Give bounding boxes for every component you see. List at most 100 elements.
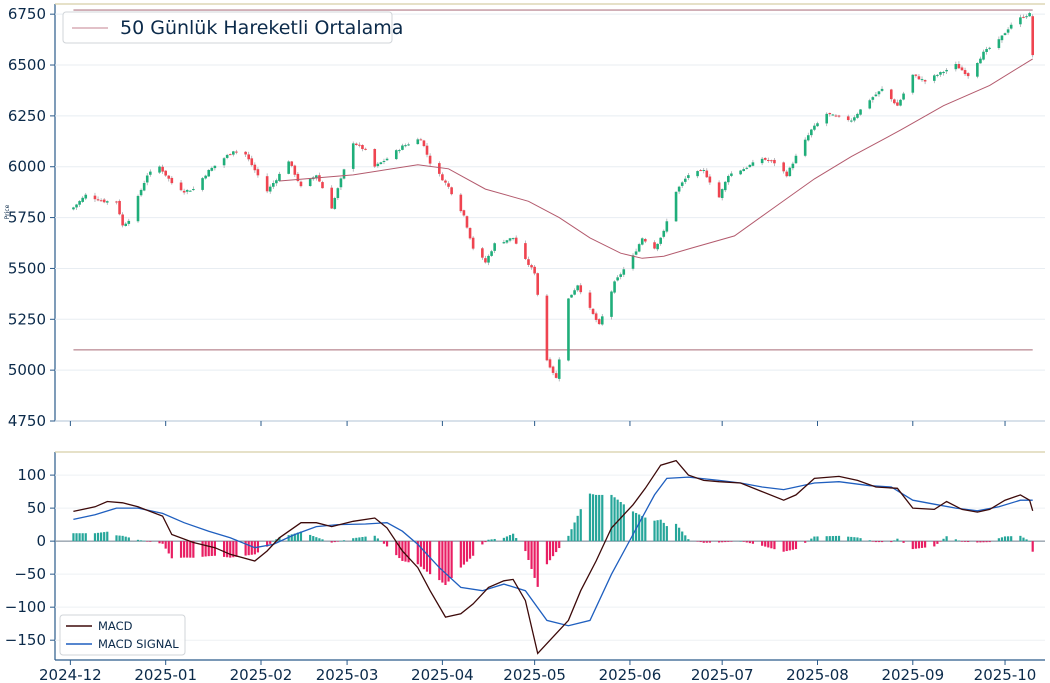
candle-up xyxy=(379,162,383,165)
histogram-bar-positive xyxy=(997,538,1000,542)
histogram-bar-positive xyxy=(813,536,816,542)
macd-tick-label: −50 xyxy=(14,565,46,583)
candle-up xyxy=(576,285,579,291)
histogram-bar-negative xyxy=(745,541,748,543)
candle-down xyxy=(896,102,899,106)
histogram-bar-positive xyxy=(634,512,638,542)
histogram-bar-negative xyxy=(770,541,773,549)
histogram-bar-negative xyxy=(874,541,878,543)
histogram-bar-negative xyxy=(179,541,183,558)
candle-up xyxy=(81,197,84,202)
candle-down xyxy=(468,227,472,239)
candle-down xyxy=(893,99,896,104)
candle-up xyxy=(600,316,604,325)
candle-up xyxy=(570,294,573,298)
histogram-bar-positive xyxy=(139,540,143,542)
candle-up xyxy=(268,186,272,192)
histogram-bar-positive xyxy=(610,494,613,542)
price-tick-label: 6000 xyxy=(8,158,46,176)
histogram-bar-positive xyxy=(106,531,109,542)
histogram-bar-positive xyxy=(1022,537,1025,542)
histogram-bar-positive xyxy=(361,537,364,542)
price-tick-label: 6500 xyxy=(8,56,46,74)
candle-up xyxy=(662,230,666,237)
candle-down xyxy=(121,214,124,226)
histogram-bar-negative xyxy=(407,541,410,563)
histogram-bar-negative xyxy=(462,541,466,565)
histogram-bar-positive xyxy=(376,538,379,542)
candle-up xyxy=(511,238,515,240)
histogram-bar-positive xyxy=(641,516,644,542)
histogram-bar-negative xyxy=(794,541,798,550)
histogram-bar-negative xyxy=(721,541,724,543)
ma-legend-label: 50 Günlük Hareketli Ortalama xyxy=(120,17,403,39)
candle-up xyxy=(84,194,88,199)
histogram-bar-negative xyxy=(702,541,705,543)
candle-up xyxy=(287,161,290,174)
candle-up xyxy=(920,79,924,81)
candle-up xyxy=(315,175,318,179)
candle-up xyxy=(751,162,755,166)
candlestick-series xyxy=(72,11,1035,382)
histogram-bar-positive xyxy=(684,535,687,542)
candle-up xyxy=(75,204,78,208)
candle-up xyxy=(139,189,143,196)
date-tick-label: 2025-02 xyxy=(230,666,293,683)
candle-down xyxy=(837,115,841,117)
histogram-bar-positive xyxy=(856,537,859,542)
candle-up xyxy=(398,150,401,152)
candle-down xyxy=(296,173,300,182)
histogram-bar-positive xyxy=(490,539,493,542)
candle-up xyxy=(933,75,936,81)
candle-up xyxy=(810,129,813,136)
candle-down xyxy=(167,175,171,179)
candle-down xyxy=(591,308,595,314)
histogram-bar-negative xyxy=(266,541,269,547)
candle-up xyxy=(874,94,878,97)
candle-up xyxy=(78,201,81,205)
histogram-bar-positive xyxy=(355,537,358,542)
histogram-bar-negative xyxy=(761,541,764,546)
macd-line-path xyxy=(73,459,1034,655)
candle-up xyxy=(222,158,226,166)
candle-up xyxy=(674,191,678,222)
candle-up xyxy=(493,243,496,251)
histogram-bar-positive xyxy=(681,531,684,542)
price-tick-label: 4750 xyxy=(8,412,46,430)
histogram-bar-positive xyxy=(309,534,312,542)
date-tick-label: 2025-08 xyxy=(786,666,849,683)
histogram-bar-negative xyxy=(748,541,751,544)
candle-down xyxy=(917,76,921,80)
histogram-bar-negative xyxy=(164,541,167,549)
candle-up xyxy=(407,144,410,146)
candle-up xyxy=(997,39,1001,48)
price-grid xyxy=(55,13,1045,422)
histogram-bar-positive xyxy=(72,533,75,542)
histogram-bar-negative xyxy=(967,541,970,543)
histogram-bar-positive xyxy=(358,537,361,542)
histogram-bar-positive xyxy=(318,538,321,542)
histogram-bar-negative xyxy=(441,541,444,583)
candle-down xyxy=(228,154,232,156)
candle-up xyxy=(856,113,859,118)
candle-down xyxy=(96,199,100,201)
candle-down xyxy=(579,285,583,293)
histogram-bar-positive xyxy=(847,536,850,542)
candle-up xyxy=(868,100,872,109)
candle-down xyxy=(834,115,838,117)
histogram-bar-positive xyxy=(505,536,509,542)
candle-up xyxy=(723,181,727,191)
histogram-bar-negative xyxy=(472,541,475,556)
candle-up xyxy=(850,120,853,122)
histogram-bar-positive xyxy=(115,535,118,542)
candle-down xyxy=(966,73,970,77)
candle-down xyxy=(161,166,164,172)
histogram-bar-positive xyxy=(342,540,346,542)
histogram-bar-positive xyxy=(638,514,641,542)
histogram-bar-positive xyxy=(942,538,945,542)
histogram-bar-negative xyxy=(767,541,770,548)
candle-down xyxy=(1031,16,1035,56)
candle-up xyxy=(702,169,706,171)
histogram-bar-positive xyxy=(118,535,121,542)
